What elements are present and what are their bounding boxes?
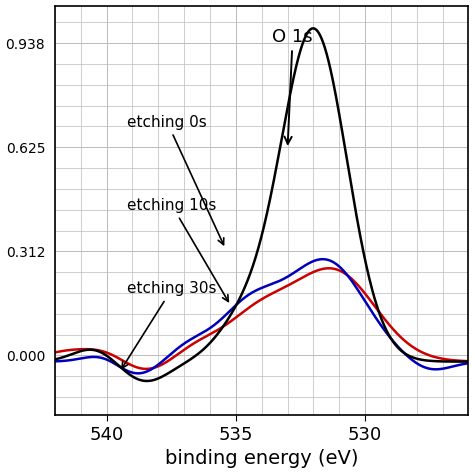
Text: etching 30s: etching 30s	[122, 282, 217, 368]
Text: O 1s: O 1s	[273, 27, 313, 144]
Text: etching 10s: etching 10s	[128, 198, 228, 301]
X-axis label: binding energy (eV): binding energy (eV)	[165, 449, 358, 468]
Text: etching 0s: etching 0s	[128, 115, 224, 245]
